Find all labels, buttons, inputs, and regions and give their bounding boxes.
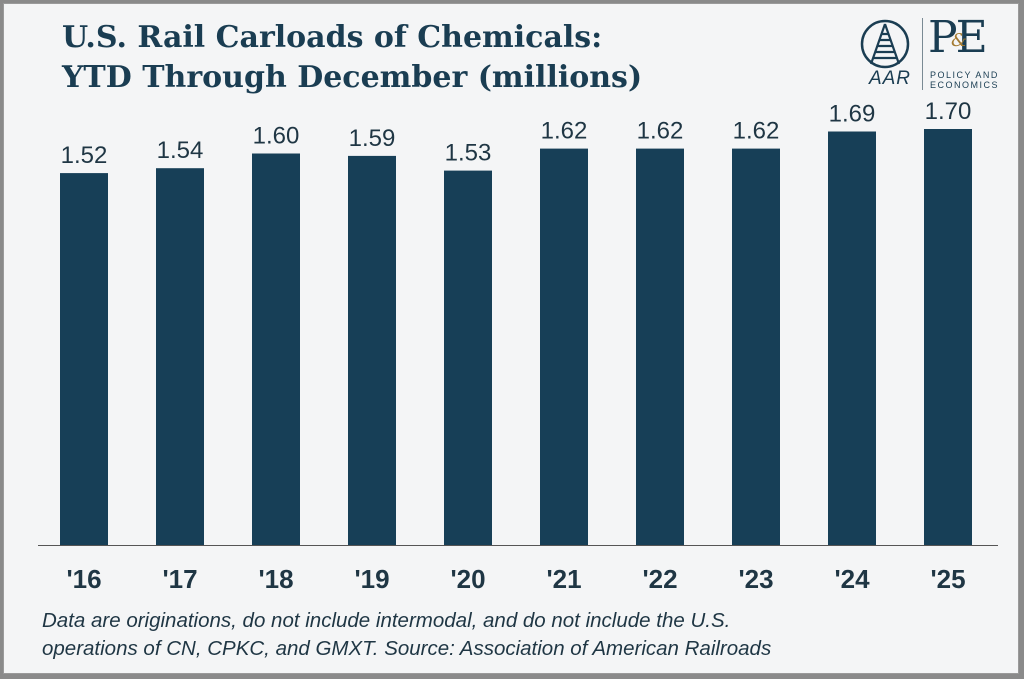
pe-logo-subtitle-line2: ECONOMICS [930, 80, 1000, 90]
bar-5 [540, 148, 588, 545]
x-tick-label-0: '16 [66, 564, 101, 594]
x-tick-label-4: '20 [450, 564, 485, 594]
aar-railroad-track-icon [860, 19, 910, 69]
pe-logo-subtitle-line1: POLICY AND [930, 70, 999, 80]
bar-value-label-9: 1.70 [925, 98, 972, 125]
pe-logo-text: PE [928, 12, 988, 63]
x-tick-label-7: '23 [738, 564, 773, 594]
x-tick-label-5: '21 [546, 564, 581, 594]
bar-value-label-0: 1.52 [61, 142, 108, 169]
bar-0 [60, 173, 108, 545]
x-tick-label-8: '24 [834, 564, 870, 594]
bar-6 [636, 148, 684, 545]
chart-title-line2: YTD Through December (millions) [62, 60, 643, 95]
x-tick-label-1: '17 [162, 564, 197, 594]
x-tick-label-2: '18 [258, 564, 293, 594]
bar-value-label-2: 1.60 [253, 123, 300, 150]
pe-logo-ampersand: & [951, 30, 968, 51]
bar-value-label-7: 1.62 [733, 118, 780, 145]
bar-value-label-4: 1.53 [445, 140, 492, 167]
bar-value-label-6: 1.62 [637, 118, 684, 145]
bar-1 [156, 168, 204, 545]
footnote-line2: operations of CN, CPKC, and GMXT. Source… [42, 637, 772, 660]
bar-4 [444, 170, 492, 545]
aar-pe-logo: AAR PE & POLICY AND ECONOMICS [854, 12, 1014, 96]
chart-footnote: Data are originations, do not include in… [42, 607, 1002, 663]
logo-divider [922, 18, 923, 90]
bar-7 [732, 148, 780, 545]
x-tick-label-9: '25 [930, 564, 965, 594]
x-tick-label-6: '22 [642, 564, 677, 594]
bar-value-label-1: 1.54 [157, 137, 204, 164]
bar-value-label-8: 1.69 [829, 101, 876, 128]
bar-3 [348, 155, 396, 545]
aar-logo-text: AAR [868, 68, 912, 89]
bar-2 [252, 153, 300, 545]
bar-8 [828, 131, 876, 545]
bar-value-label-5: 1.62 [541, 118, 588, 145]
bar-value-label-3: 1.59 [349, 125, 396, 152]
chart-title-line1: U.S. Rail Carloads of Chemicals: [62, 20, 603, 55]
x-tick-label-3: '19 [354, 564, 389, 594]
footnote-line1: Data are originations, do not include in… [42, 609, 731, 632]
bar-9 [924, 129, 972, 545]
chart-title: U.S. Rail Carloads of Chemicals: YTD Thr… [62, 18, 782, 98]
pe-logo-subtitle: POLICY AND ECONOMICS [930, 70, 1014, 90]
